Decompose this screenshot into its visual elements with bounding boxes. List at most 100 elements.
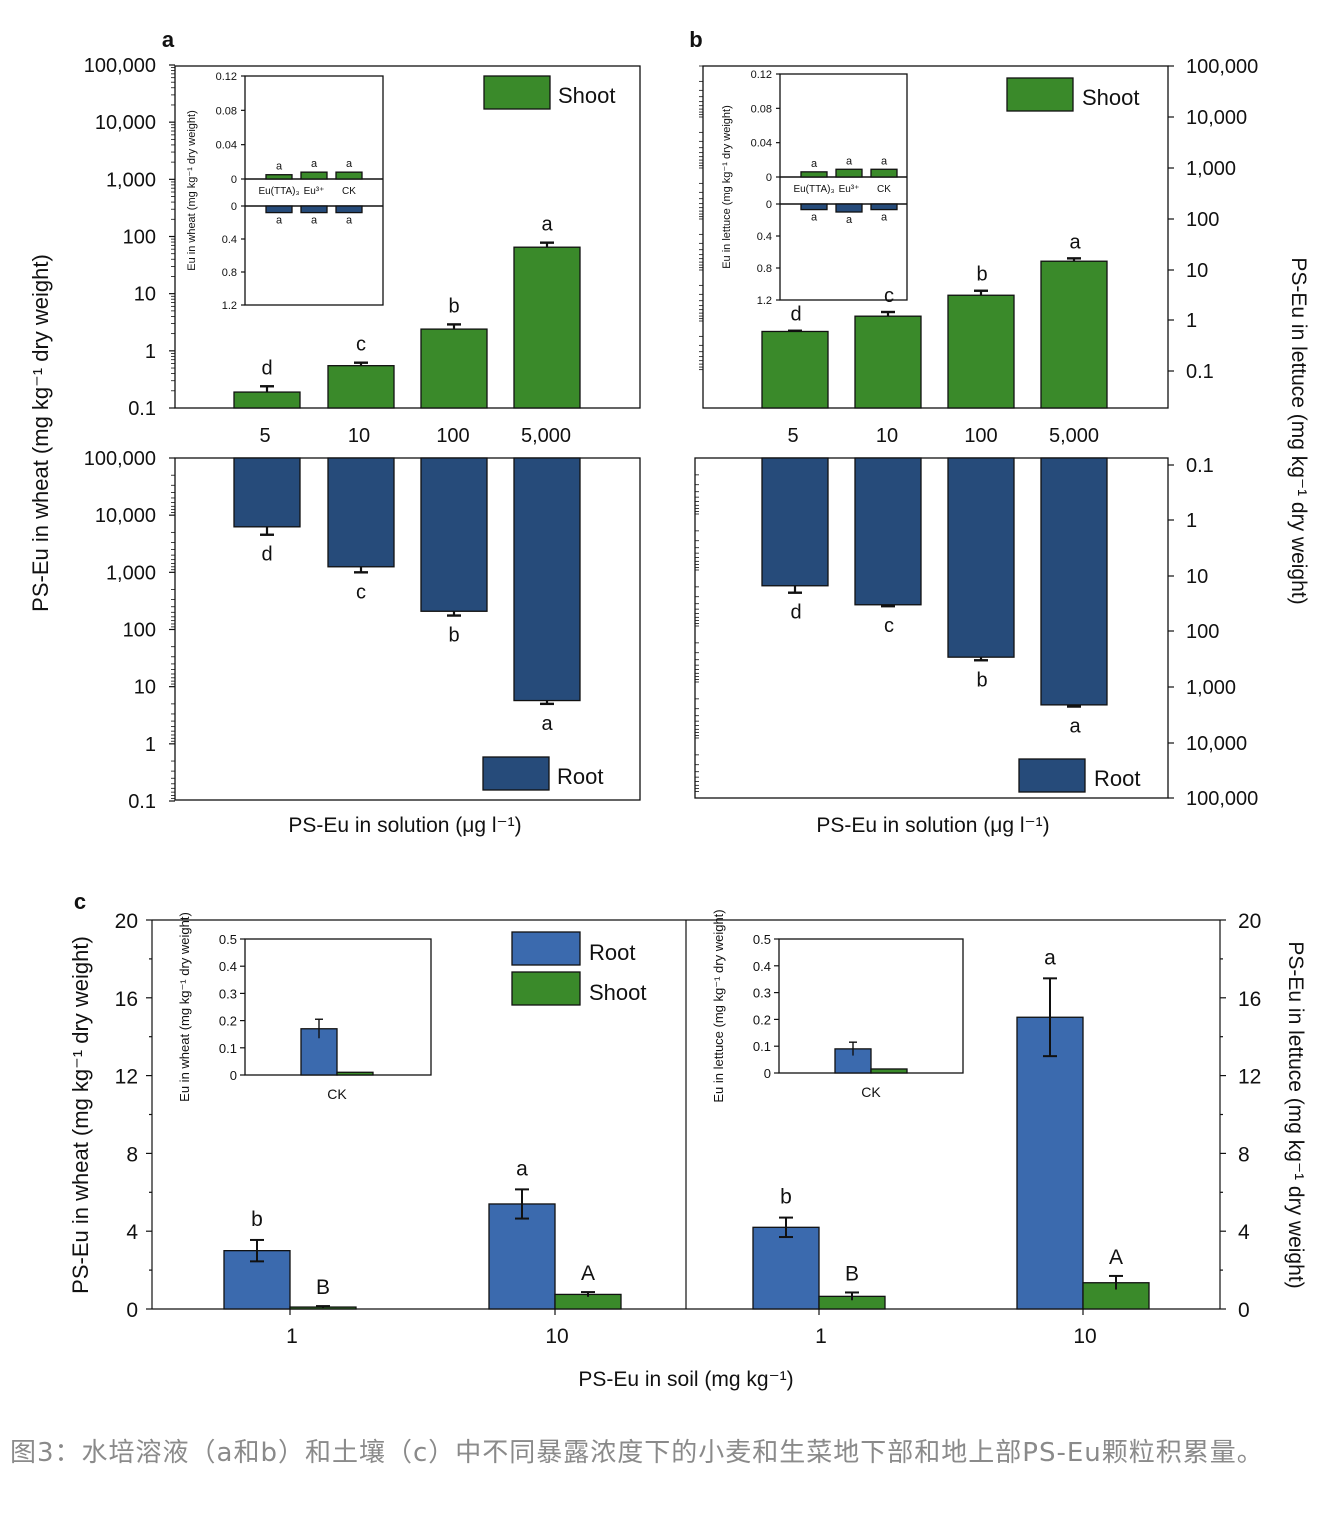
panel-b-root-tick-label: 0.1	[1186, 455, 1214, 477]
panel-a-inset-ylabel: Eu in wheat (mg kg⁻¹ dry weight)	[186, 110, 198, 270]
panel-b-shoot-tick-label: 100,000	[1186, 56, 1258, 78]
panel-b-inset-tick-label: 0.4	[757, 231, 772, 243]
panel-a-shoot-letter: a	[541, 214, 553, 236]
panel-a-root-tick-label: 1	[145, 734, 156, 756]
panel-a-shoot-tick-label: 1,000	[106, 169, 156, 191]
panel-b-inset-tick-label: 0.8	[757, 263, 772, 275]
panel-a-root-bar	[233, 457, 301, 528]
panel-a-label: a	[162, 27, 175, 52]
panel-c-lettuce-inset-tick-label: 0.3	[753, 986, 771, 1001]
panel-b-root-tick-label: 10	[1186, 566, 1208, 588]
panel-c-legend-shoot-swatch	[511, 971, 581, 1006]
panel-b-inset-shoot-letter: a	[881, 155, 888, 167]
panel-a-shoot-letter: d	[261, 357, 272, 379]
panel-b-root-frame	[694, 457, 1169, 799]
panel-a-shoot-tick-label: 100,000	[84, 55, 156, 77]
panel-b-category-label: 100	[964, 425, 997, 447]
panel-b-shoot-tick-label: 100	[1186, 209, 1219, 231]
panel-c-wheat-root-letter: a	[516, 1157, 528, 1180]
panel-a-inset-tick-label: 0.08	[216, 105, 237, 117]
panel-c-lettuce-inset-root-bar	[834, 1048, 872, 1074]
panel-a-inset-tick-label: 0.4	[222, 234, 237, 246]
panel-c-ylabel-right: PS-Eu in lettuce (mg kg⁻¹ dry weight)	[1284, 941, 1307, 1288]
panel-c-lettuce-inset-tick-label: 0.2	[753, 1012, 771, 1027]
panel-a-inset-root-letter: a	[311, 215, 318, 227]
panel-a-inset-frame	[244, 75, 384, 306]
panel-a-inset-tick-label: 0.8	[222, 267, 237, 279]
panel-a-legend-root-label: Root	[557, 764, 603, 789]
panel-a-inset-shoot-letter: a	[276, 161, 283, 173]
panel-b-shoot-letter: c	[884, 285, 894, 307]
panel-a-shoot-tick-label: 1	[145, 341, 156, 363]
panel-c-xlabel: PS-Eu in soil (mg kg⁻¹)	[578, 1368, 793, 1391]
panel-c-lettuce-category-label: 10	[1073, 1325, 1096, 1348]
panel-c-wheat-root-bar	[488, 1203, 556, 1310]
panel-b-inset-tick-label: 1.2	[757, 295, 772, 307]
panel-b-root-tick-label: 1	[1186, 510, 1197, 532]
panel-c-lettuce-shoot-letter: B	[845, 1262, 859, 1285]
panel-a-root-tick-label: 1,000	[106, 562, 156, 584]
panel-c-left-tick-label: 12	[115, 1066, 138, 1089]
panel-b-shoot-bar	[1040, 260, 1108, 409]
panel-b-inset-tick-label: 0.12	[751, 69, 772, 81]
panel-c-left-tick-label: 0	[126, 1299, 138, 1322]
panel-a-ylabel: PS-Eu in wheat (mg kg⁻¹ dry weight)	[28, 254, 53, 612]
panel-a-xlabel: PS-Eu in solution (μg l⁻¹)	[288, 814, 521, 837]
panel-c-wheat-shoot-letter: B	[316, 1276, 330, 1299]
panel-b-shoot-tick-label: 1	[1186, 310, 1197, 332]
panel-b-category-label: 10	[876, 425, 898, 447]
panel-a-shoot-tick-label: 10	[134, 284, 156, 306]
panel-a-inset-tick-label: 0	[231, 201, 237, 213]
panel-b-inset-shoot-bar	[870, 168, 898, 178]
panel-b-legend-root-label: Root	[1094, 766, 1140, 791]
panel-b-inset-category-label: Eu(TTA)₃	[793, 184, 834, 195]
panel-b-root-letter: c	[884, 615, 894, 637]
panel-c-lettuce-root-bar	[1016, 1016, 1084, 1310]
panel-c-lettuce-root-letter: a	[1044, 946, 1056, 969]
panel-a-shoot-bar	[420, 328, 488, 409]
panel-a-category-label: 10	[348, 425, 370, 447]
panel-a-root-tick-label: 10	[134, 677, 156, 699]
panel-b-root-bar	[761, 457, 829, 587]
panel-b-root-letter: d	[790, 602, 801, 624]
panel-b-inset-root-bar	[835, 203, 863, 213]
panel-b-root-bar	[854, 457, 922, 606]
panel-c-lettuce-inset-ylabel: Eu in lettuce (mg kg⁻¹ dry weight)	[711, 909, 726, 1102]
panel-a-inset-tick-label: 0	[231, 174, 237, 186]
panel-c-lettuce-root-bar	[752, 1226, 820, 1310]
panel-b-legend-root-swatch	[1018, 758, 1086, 793]
panel-c-wheat-inset-root-bar	[300, 1028, 338, 1076]
panel-a-root-tick-label: 0.1	[128, 791, 156, 813]
panel-c-wheat-shoot-letter: A	[581, 1262, 595, 1285]
panel-b-inset-shoot-bar	[800, 171, 828, 178]
figure: a100,0000.110,00011,00010100100101,00011…	[28, 27, 1310, 1391]
panel-a-root-letter: b	[448, 625, 459, 647]
panel-b-shoot-bar	[854, 315, 922, 409]
panel-a-shoot-tick-label: 10,000	[95, 112, 156, 134]
panel-b-inset-root-bar	[870, 203, 898, 211]
panel-c-wheat-inset-tick-label: 0.3	[219, 986, 237, 1001]
panel-a-legend-root-swatch	[482, 756, 550, 791]
panel-b-root-letter: b	[976, 669, 987, 691]
panel-c-wheat-inset-frame	[244, 938, 432, 1076]
panel-b-shoot-bar	[761, 330, 829, 409]
panel-c-legend-root-label: Root	[589, 940, 635, 965]
panel-c-ylabel-left: PS-Eu in wheat (mg kg⁻¹ dry weight)	[68, 936, 93, 1294]
panel-a-inset-category-label: Eu(TTA)₃	[258, 186, 299, 197]
panel-c-legend-shoot-label: Shoot	[589, 980, 647, 1005]
panel-b-root-tick-label: 100,000	[1186, 788, 1258, 810]
panel-a-root-letter: d	[261, 544, 272, 566]
panel-c-wheat-inset-tick-label: 0.1	[219, 1041, 237, 1056]
panel-c-left-tick-label: 8	[126, 1143, 138, 1166]
panel-c-right-tick-label: 16	[1238, 988, 1261, 1011]
panel-b-label: b	[689, 27, 702, 52]
panel-a-shoot-bar	[513, 246, 581, 409]
panel-c-label: c	[74, 889, 86, 914]
panel-c-legend-root-swatch	[511, 931, 581, 966]
panel-b-inset-frame	[779, 73, 908, 301]
panel-b-inset-shoot-letter: a	[846, 155, 853, 167]
panel-c-lettuce-inset-tick-label: 0.5	[753, 932, 771, 947]
panel-b-shoot-letter: a	[1069, 231, 1081, 253]
panel-c-lettuce-root-letter: b	[780, 1186, 792, 1209]
panel-a-inset-shoot-bar	[300, 171, 328, 180]
